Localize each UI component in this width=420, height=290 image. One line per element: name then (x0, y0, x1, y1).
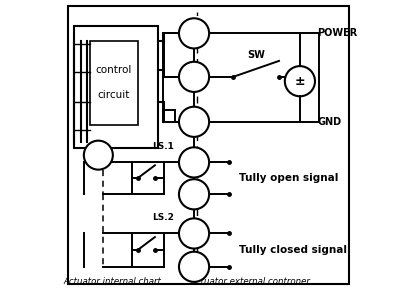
Circle shape (179, 147, 209, 177)
Text: Tully open signal: Tully open signal (239, 173, 339, 183)
Text: RD: RD (187, 29, 201, 38)
Text: WT: WT (186, 262, 202, 271)
Circle shape (179, 218, 209, 249)
Circle shape (179, 252, 209, 282)
Text: control: control (95, 65, 132, 75)
Text: GR: GR (187, 72, 201, 81)
Text: BK: BK (188, 117, 200, 126)
Text: LS.1: LS.1 (152, 142, 174, 151)
Circle shape (84, 141, 113, 170)
Text: SW: SW (247, 50, 265, 60)
Text: YW: YW (186, 229, 202, 238)
Circle shape (179, 62, 209, 92)
Bar (89, 41, 137, 125)
Text: Actuator internal chart: Actuator internal chart (64, 277, 162, 286)
Circle shape (179, 179, 209, 209)
Circle shape (179, 107, 209, 137)
Text: Tully closed signal: Tully closed signal (239, 245, 347, 255)
Bar (74, 26, 158, 148)
Text: GND: GND (317, 117, 341, 127)
Text: Actuator external controner: Actuator external controner (191, 277, 310, 286)
Text: BL: BL (188, 158, 200, 167)
Text: POWER: POWER (317, 28, 357, 38)
Text: circuit: circuit (97, 90, 130, 100)
Text: M: M (92, 148, 105, 162)
Text: GY: GY (188, 190, 200, 199)
Text: LS.2: LS.2 (152, 213, 174, 222)
Circle shape (179, 18, 209, 48)
Text: ±: ± (294, 75, 305, 88)
